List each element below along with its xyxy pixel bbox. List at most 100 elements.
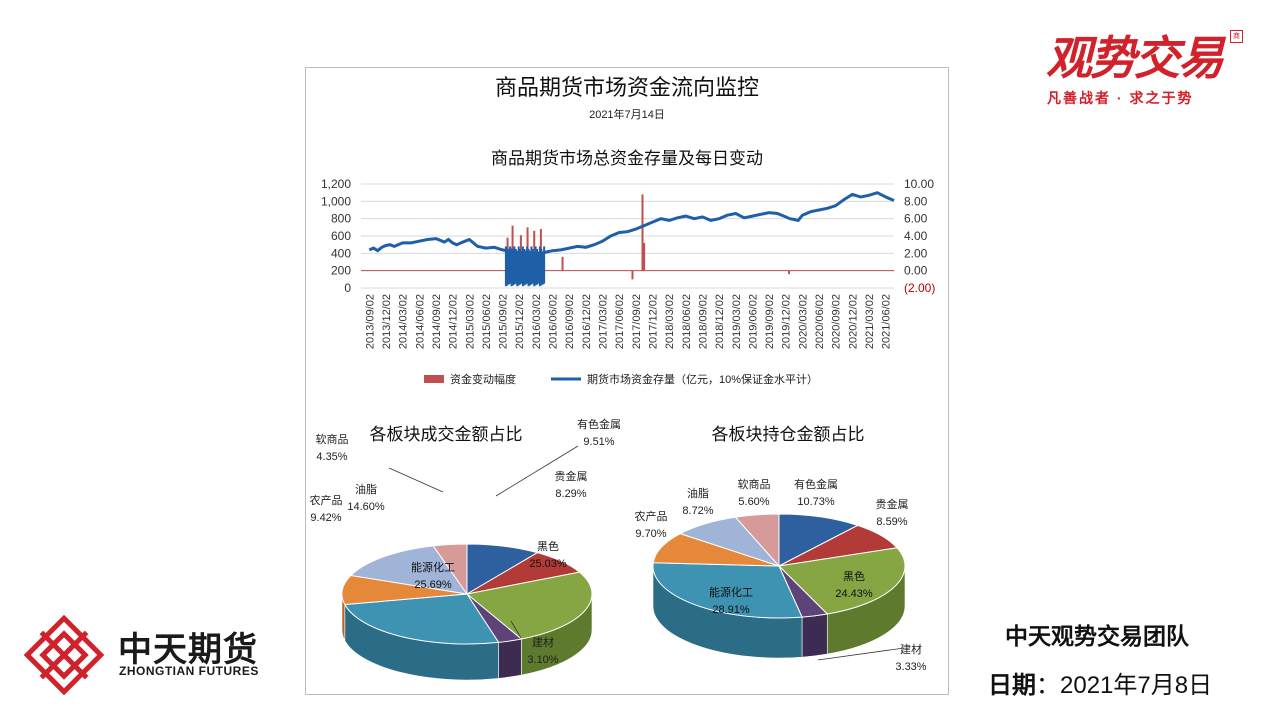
legend-label-stock: 期货市场资金存量（亿元，10%保证金水平计） [587,372,818,386]
footer-date-label: 日期 [988,672,1036,699]
y-left-tick-label: 400 [331,246,351,260]
pie-slice-value-label: 8.72% [682,505,713,517]
pie-slice-value-label: 14.60% [347,501,385,513]
pie-slice [777,547,906,615]
pie-slice-side [801,613,828,658]
pie-leader-line [510,620,522,639]
pie-slice-value-label: 9.42% [310,512,341,524]
x-tick-label: 2014/09/02 [431,294,443,349]
pie-leader-line [817,647,905,661]
pie-slice [465,571,593,640]
pie-slice-value-label: 25.69% [414,579,452,591]
pie-slice-label: 有色金属 [794,477,838,491]
pie-slice-label: 黑色 [843,569,865,583]
line-chart-title: 商品期货市场总资金存量及每日变动 [491,149,763,168]
pie-leader-line [495,445,579,497]
pie-slice-label: 贵金属 [876,497,909,511]
pie-slice-value-label: 5.60% [738,496,769,508]
pie-slice-value-label: 24.43% [835,588,873,600]
legend-label-change: 资金变动幅度 [450,372,516,386]
y-left-tick-label: 1,200 [321,177,351,191]
x-tick-label: 2020/06/02 [814,294,826,349]
pie-slice [652,533,780,567]
pie-slice [652,562,803,619]
chart-panel: 商品期货市场资金流向监控 2021年7月14日 商品期货市场总资金存量及每日变动… [305,67,949,695]
x-tick-label: 2021/03/02 [864,294,876,349]
y-left-tick-label: 0 [344,281,351,295]
pie-slice-value-label: 9.51% [583,436,614,448]
pie-slice-value-label: 28.91% [712,604,750,616]
pie-slice-label: 有色金属 [577,417,621,431]
pie-slice-label: 农产品 [310,493,343,507]
pie-slice-label: 能源化工 [411,560,455,574]
pie-slice [343,593,500,645]
x-tick-label: 2014/03/02 [398,294,410,349]
pie-slice-label: 软商品 [738,477,771,491]
x-tick-label: 2019/06/02 [747,294,759,349]
y-left-tick-label: 800 [331,212,351,226]
x-tick-label: 2016/06/02 [548,294,560,349]
pie-slice-value-label: 9.70% [635,528,666,540]
report-date: 2021年7月14日 [589,109,665,121]
pie-slice-value-label: 10.73% [797,496,835,508]
x-tick-label: 2018/06/02 [681,294,693,349]
pie-slice-value-label: 3.33% [895,661,926,673]
pie-slice-label: 贵金属 [555,469,588,483]
pie-slice [349,545,469,595]
x-tick-label: 2013/12/02 [381,294,393,349]
pie-slice-label: 油脂 [355,482,377,496]
x-tick-label: 2017/03/02 [598,294,610,349]
x-tick-label: 2018/03/02 [664,294,676,349]
x-tick-label: 2016/12/02 [581,294,593,349]
y-left-tick-label: 600 [331,229,351,243]
brand-tm-mark: 商 [1230,30,1243,43]
pie-slice-value-label: 3.10% [527,654,558,666]
y-right-tick-label: 6.00 [904,212,928,226]
x-tick-label: 2021/06/02 [881,294,893,349]
y-right-tick-label: 2.00 [904,246,928,260]
pie-slice-value-label: 4.35% [316,451,347,463]
pie-slice-label: 建材 [900,642,922,656]
x-tick-label: 2015/06/02 [481,294,493,349]
x-tick-label: 2015/09/02 [498,294,510,349]
pie-slice [432,543,468,596]
y-right-tick-label: 8.00 [904,194,928,208]
legend-swatch-change [424,375,444,383]
y-right-tick-label: (2.00) [904,281,935,295]
pie-slice-side [498,638,522,679]
pie-slice-label: 能源化工 [709,585,753,599]
x-tick-label: 2015/12/02 [514,294,526,349]
y-left-tick-label: 1,000 [321,194,351,208]
x-tick-label: 2014/06/02 [414,294,426,349]
footer-date-sep: ： [1036,672,1060,699]
report-title: 商品期货市场资金流向监控 [494,75,759,100]
footer-date-value: 2021年7月8日 [1060,672,1213,699]
brand-slogan: 凡善战者 · 求之于势 [1047,90,1194,106]
x-tick-label: 2015/03/02 [464,294,476,349]
x-tick-label: 2017/06/02 [614,294,626,349]
pie-slice-value-label: 8.59% [876,516,907,528]
x-tick-label: 2018/12/02 [714,294,726,349]
pie-slice-label: 黑色 [537,539,559,553]
team-name: 中天观势交易团队 [1005,623,1189,649]
y-left-tick-label: 200 [331,264,351,278]
pie-slice [778,513,859,567]
x-tick-label: 2018/09/02 [697,294,709,349]
x-tick-label: 2019/12/02 [781,294,793,349]
pie-slice-label: 建材 [532,635,554,649]
pie-slice-label: 油脂 [687,486,709,500]
pie-leader-line [388,467,444,493]
company-name-cn: 中天期货 [118,631,258,669]
pie-slice [466,543,539,595]
x-tick-label: 2017/12/02 [647,294,659,349]
pie-slice-label: 软商品 [316,432,349,446]
zhongtian-logo-icon [23,614,105,696]
brand-name: 观势交易 [1046,31,1224,85]
x-tick-label: 2013/09/02 [364,294,376,349]
x-tick-label: 2020/09/02 [831,294,843,349]
x-tick-label: 2014/12/02 [448,294,460,349]
pie-title: 各板块持仓金额占比 [712,425,865,444]
x-tick-label: 2019/03/02 [731,294,743,349]
y-right-tick-label: 10.00 [904,177,934,191]
x-tick-label: 2016/09/02 [564,294,576,349]
